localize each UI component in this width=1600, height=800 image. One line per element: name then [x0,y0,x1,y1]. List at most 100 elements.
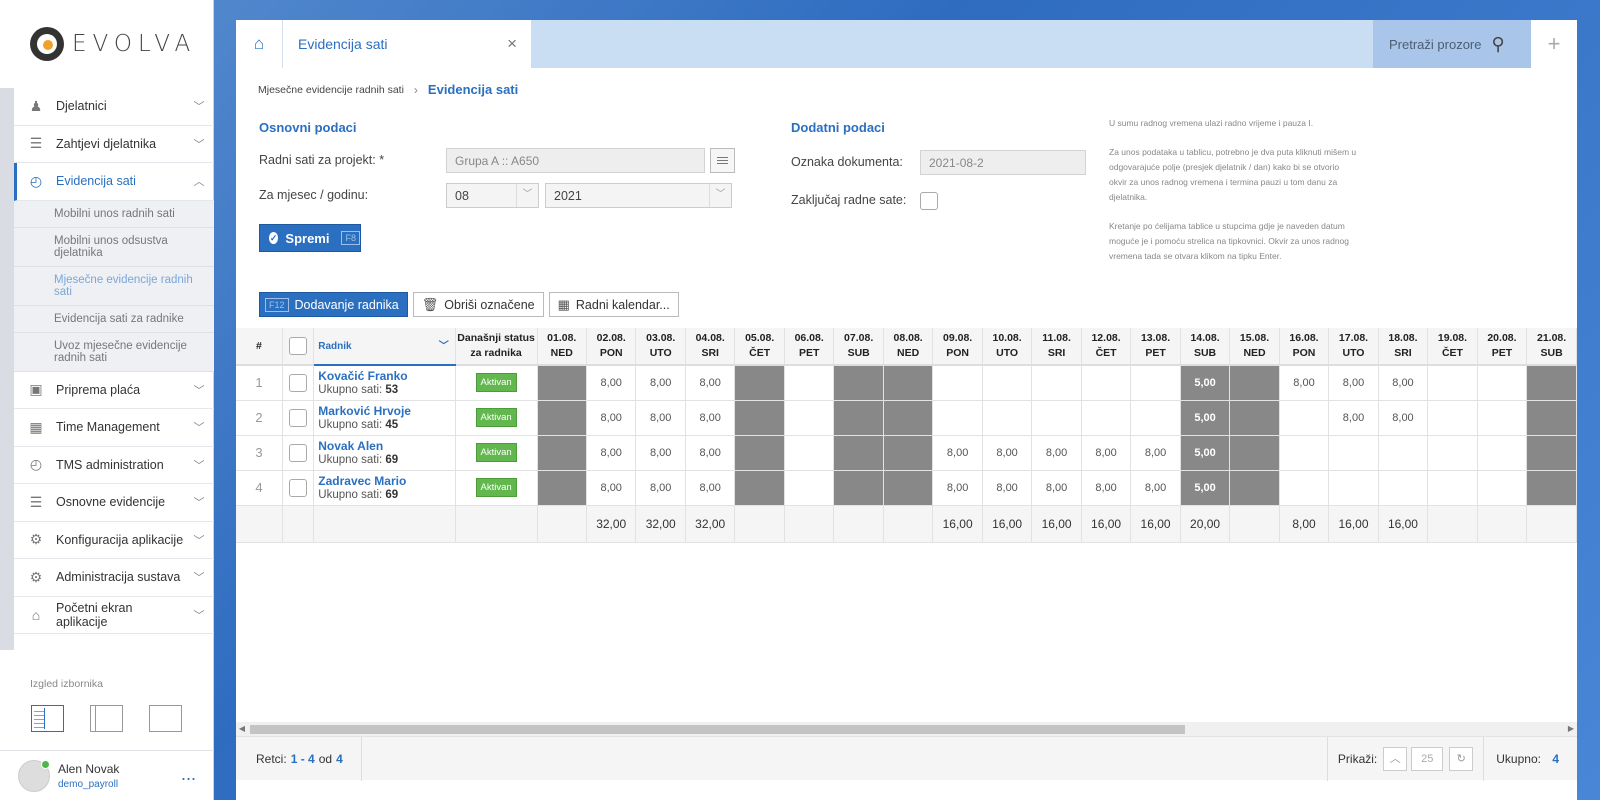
hours-cell[interactable] [734,400,785,436]
hours-cell[interactable] [734,470,785,506]
hours-cell[interactable]: 8,00 [1279,365,1330,401]
hours-cell[interactable] [1081,400,1132,436]
month-select[interactable]: 08 ﹀ [446,183,539,208]
worker-name-link[interactable]: Kovačić Franko [318,369,408,384]
hours-cell[interactable] [1229,400,1280,436]
hours-cell[interactable] [932,365,983,401]
lock-hours-checkbox[interactable] [920,192,938,210]
sidebar-item-evidencija-sati[interactable]: ◴ Evidencija sati ︿ [14,163,214,201]
sidebar-item-osnovne-evidencije[interactable]: ☰ Osnovne evidencije ﹀ [14,484,214,522]
hours-cell[interactable] [932,400,983,436]
hours-cell[interactable] [537,365,587,401]
more-options-icon[interactable]: ... [180,764,196,784]
hours-cell[interactable] [1279,470,1330,506]
project-field[interactable]: Grupa A :: A650 [446,148,705,173]
hours-cell[interactable] [883,435,934,471]
hours-cell[interactable] [1081,365,1132,401]
hours-cell[interactable] [1526,400,1577,436]
hours-cell[interactable] [1130,365,1181,401]
year-select[interactable]: 2021 ﹀ [545,183,732,208]
hours-cell[interactable] [537,400,587,436]
table-row[interactable]: 2 Marković Hrvoje Ukupno sati: 45 Aktivan 8,… [236,400,1577,436]
hours-cell[interactable] [784,435,835,471]
hours-cell[interactable]: 8,00 [635,400,686,436]
menu-look-hidden-option[interactable] [149,705,182,732]
document-field[interactable]: 2021-08-2 [920,150,1086,175]
row-checkbox[interactable] [289,443,308,462]
chevron-up-icon[interactable]: ︿ [1383,747,1408,771]
hours-cell[interactable] [982,365,1033,401]
page-size-input[interactable]: 25 [1411,747,1444,771]
hours-cell[interactable] [1427,435,1478,471]
hours-cell[interactable]: 8,00 [1081,470,1132,506]
hours-cell[interactable]: 8,00 [635,365,686,401]
hours-cell[interactable]: 8,00 [685,435,736,471]
hours-cell[interactable]: 8,00 [1328,365,1379,401]
hours-cell[interactable]: 8,00 [1378,400,1429,436]
hours-cell[interactable]: 5,00 [1180,470,1231,506]
worker-name-link[interactable]: Novak Alen [318,439,384,453]
horizontal-scrollbar[interactable]: ◀ ▶ [236,722,1577,736]
close-icon[interactable]: × [507,34,517,53]
hours-cell[interactable] [1427,470,1478,506]
hours-cell[interactable] [1378,470,1429,506]
hours-cell[interactable] [1130,400,1181,436]
hours-cell[interactable]: 8,00 [586,365,637,401]
select-all-checkbox[interactable] [289,337,308,355]
hours-cell[interactable]: 8,00 [685,365,736,401]
hours-cell[interactable] [1328,470,1379,506]
worker-name-link[interactable]: Zadravec Mario [318,474,407,488]
hours-cell[interactable]: 8,00 [1130,470,1181,506]
scroll-right-icon[interactable]: ▶ [1567,724,1575,733]
sidebar-item-priprema-placa[interactable]: ▣ Priprema plaća ﹀ [14,372,214,409]
tab-evidencija-sati[interactable]: Evidencija sati × [283,20,531,68]
refresh-icon[interactable]: ↻ [1449,747,1474,771]
column-worker[interactable]: Radnik ﹀ [313,328,456,366]
hours-cell[interactable] [1031,365,1082,401]
hours-cell[interactable]: 5,00 [1180,435,1231,471]
hours-cell[interactable] [1378,435,1429,471]
table-row[interactable]: 1 Kovačić Franko Ukupno sati: 53 Aktivan 8,0… [236,365,1577,401]
hours-cell[interactable] [982,400,1033,436]
hours-cell[interactable] [784,365,835,401]
hours-cell[interactable] [734,435,785,471]
hours-cell[interactable] [1477,400,1528,436]
hours-cell[interactable] [883,470,934,506]
hours-cell[interactable] [833,470,884,506]
menu-look-compact-option[interactable] [90,705,123,732]
hours-cell[interactable]: 8,00 [982,470,1033,506]
hours-cell[interactable] [1229,470,1280,506]
hours-cell[interactable] [1427,400,1478,436]
menu-look-full-option[interactable] [31,705,64,732]
row-checkbox[interactable] [289,408,308,427]
hours-cell[interactable] [1427,365,1478,401]
row-checkbox[interactable] [289,478,308,497]
list-picker-button[interactable] [710,148,735,173]
hours-cell[interactable] [537,470,587,506]
hours-cell[interactable] [833,400,884,436]
sidebar-item-tms-administration[interactable]: ◴ TMS administration ﹀ [14,447,214,484]
hours-cell[interactable]: 8,00 [586,400,637,436]
hours-cell[interactable] [1526,365,1577,401]
hours-cell[interactable] [1328,435,1379,471]
scrollbar-thumb[interactable] [250,725,1185,734]
hours-cell[interactable] [1477,435,1528,471]
sidebar-item-pocetni-ekran[interactable]: ⌂ Početni ekran aplikacije ﹀ [14,597,214,634]
worker-name-link[interactable]: Marković Hrvoje [318,404,411,418]
hours-cell[interactable]: 5,00 [1180,400,1231,436]
hours-cell[interactable] [1526,435,1577,471]
table-row[interactable]: 3 Novak Alen Ukupno sati: 69 Aktivan 8,00 8,0… [236,435,1577,471]
hours-cell[interactable]: 8,00 [932,435,983,471]
hours-cell[interactable]: 8,00 [635,435,686,471]
hours-cell[interactable] [833,435,884,471]
hours-cell[interactable]: 8,00 [1031,435,1082,471]
delete-selected-button[interactable]: 🗑 Obriši označene [412,292,544,317]
hours-cell[interactable] [1279,400,1330,436]
submenu-item-mobilni-unos-odsustva[interactable]: Mobilni unos odsustva djelatnika [14,228,214,267]
hours-cell[interactable] [883,365,934,401]
hours-cell[interactable] [1477,365,1528,401]
save-button[interactable]: ✓ Spremi F8 [259,224,361,252]
hours-cell[interactable] [1031,400,1082,436]
hours-cell[interactable] [1229,365,1280,401]
hours-cell[interactable]: 8,00 [586,435,637,471]
